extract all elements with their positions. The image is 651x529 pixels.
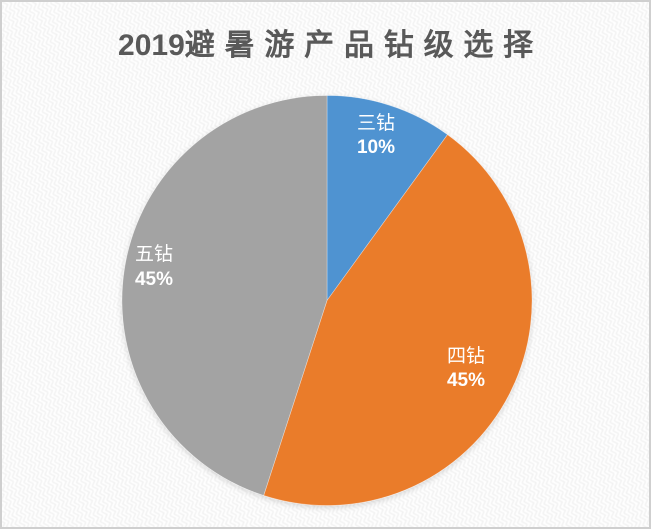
svg-text:45%: 45% — [135, 269, 173, 290]
svg-text:五钻: 五钻 — [135, 243, 173, 265]
svg-text:三钻: 三钻 — [357, 112, 395, 134]
svg-text:四钻: 四钻 — [447, 345, 485, 367]
svg-text:45%: 45% — [447, 370, 485, 391]
svg-text:10%: 10% — [357, 137, 395, 158]
